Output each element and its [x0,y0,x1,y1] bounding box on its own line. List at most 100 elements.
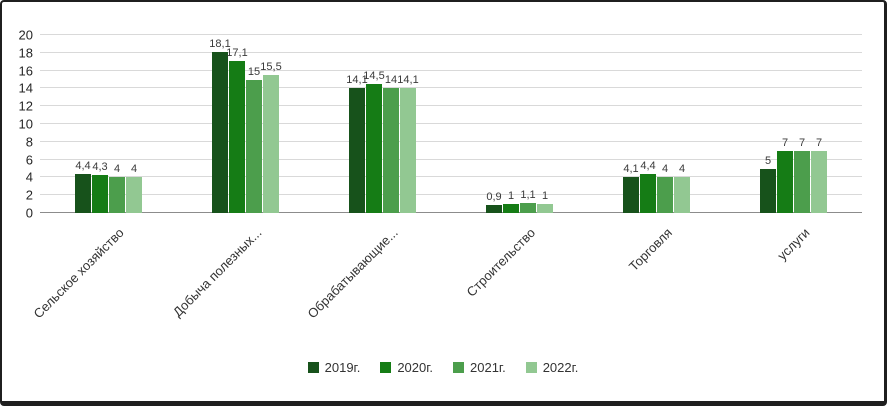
x-axis-cell: Торговля [588,216,725,354]
bar-value-label: 15,5 [260,61,282,74]
bar-value-label: 17,1 [226,46,248,59]
bar-2020г. [366,83,382,213]
bar-value-label: 1,1 [520,189,536,202]
bar-2019г. [75,173,91,213]
gridline [40,194,862,196]
bar-2022г. [263,75,279,213]
x-axis-label: Торговля [626,225,676,275]
bar-value-label: 4 [661,163,669,176]
bar-value-label: 4 [678,163,686,176]
bar-2021г. [383,88,399,213]
bar-value-label: 14 [384,74,398,87]
bar-slot: 4 [126,35,143,213]
bar-slot: 4 [674,35,691,213]
bar-slot: 4,3 [92,35,109,213]
bar-slot: 7 [811,35,828,213]
y-axis-tick-label: 14 [18,80,33,96]
x-axis-label: Сельское хозяйство [30,225,128,322]
bar-2021г. [246,79,262,213]
bar-value-label: 4,4 [75,159,91,172]
bar-value-label: 14,5 [363,69,385,82]
bar-group: 4,1 4,4 4 4 [588,35,725,213]
y-axis-tick-label: 20 [18,27,33,43]
bar-value-label: 4 [130,163,138,176]
y-axis-tick-label: 6 [25,152,33,168]
gridline [40,176,862,178]
legend: 2019г. 2020г. 2021г. 2022г. [2,360,884,375]
y-axis-tick-label: 18 [18,45,33,61]
bar-2022г. [537,204,553,213]
y-axis-tick-label: 4 [25,169,33,185]
y-axis-tick-label: 2 [25,187,33,203]
bar-2021г. [109,177,125,213]
legend-swatch [380,362,392,373]
bar-slot: 7 [777,35,794,213]
bar-value-label: 4,1 [623,162,639,175]
bar-slot: 5 [760,35,777,213]
y-axis-tick-label: 8 [25,134,33,150]
bar-value-label: 14,1 [397,73,419,86]
bar-value-label: 4 [113,163,121,176]
bar-slot: 17,1 [226,35,248,213]
bar-group: 0,9 1 1,1 1 [451,35,588,213]
bar-value-label: 0,9 [486,191,502,203]
y-axis-tick-label: 10 [18,116,33,132]
x-axis-label: Строительство [463,225,539,300]
bar-value-label: 14,1 [346,73,368,86]
bar-slot: 14,1 [397,35,419,213]
bar-slot: 1 [503,35,520,213]
x-axis-label: Обрабатывающие... [304,225,402,322]
bar-2022г. [126,177,142,213]
bar-2020г. [92,174,108,213]
bar-2021г. [520,203,536,213]
gridline [40,212,862,213]
bar-2019г. [486,205,502,213]
y-axis-tick-label: 0 [25,205,33,221]
bar-slot: 14,1 [346,35,368,213]
x-axis-cell: услуги [725,216,862,354]
bar-value-label: 7 [781,136,789,149]
plot-area: 0 2 4 6 8 10 12 14 16 18 20 4,4 4,3 4 4 18,1 17,1 15 15,5… [19,29,862,220]
x-axis-cell: Обрабатывающие... [305,216,451,354]
gridline [40,87,862,89]
bar-2019г. [349,87,365,213]
gridline [40,34,862,35]
legend-swatch [307,362,319,373]
bar-slot: 18,1 [209,35,231,213]
bar-slot: 4,4 [75,35,92,213]
x-axis-label: услуги [773,225,813,264]
legend-label: 2021г. [470,360,506,375]
x-axis-cell: Сельское хозяйство [31,216,177,354]
bar-slot: 15 [246,35,263,213]
bar-slot: 7 [794,35,811,213]
bar-slot: 15,5 [260,35,282,213]
bar-value-label: 1 [541,190,549,203]
bar-2020г. [640,173,656,213]
bar-slot: 4 [109,35,126,213]
legend-item: 2022г. [525,360,578,375]
legend-item: 2019г. [307,360,360,375]
bar-slot: 0,9 [486,35,503,213]
bar-groups: 4,4 4,3 4 4 18,1 17,1 15 15,5 14,1 14,5 14 14,1 0,9 1… [40,35,862,213]
bar-value-label: 1 [507,190,515,203]
y-axis-tick-label: 16 [18,63,33,79]
bar-2021г. [794,150,810,213]
x-axis-label: Добыча полезных... [169,225,265,320]
gridline [40,105,862,107]
x-axis-cell: Строительство [451,216,588,354]
gridline [40,158,862,160]
gridline [40,69,862,71]
bar-value-label: 4,4 [640,159,656,172]
bar-slot: 4,4 [640,35,657,213]
bar-value-label: 5 [764,154,772,167]
bar-2022г. [811,150,827,213]
legend-swatch [453,362,464,373]
y-axis-tick-label: 12 [18,98,33,114]
bar-slot: 14 [383,35,400,213]
bar-group: 14,1 14,5 14 14,1 [314,35,451,213]
x-axis-cell: Добыча полезных... [169,216,314,354]
bar-2019г. [623,176,639,213]
bar-group: 18,1 17,1 15 15,5 [177,35,314,213]
